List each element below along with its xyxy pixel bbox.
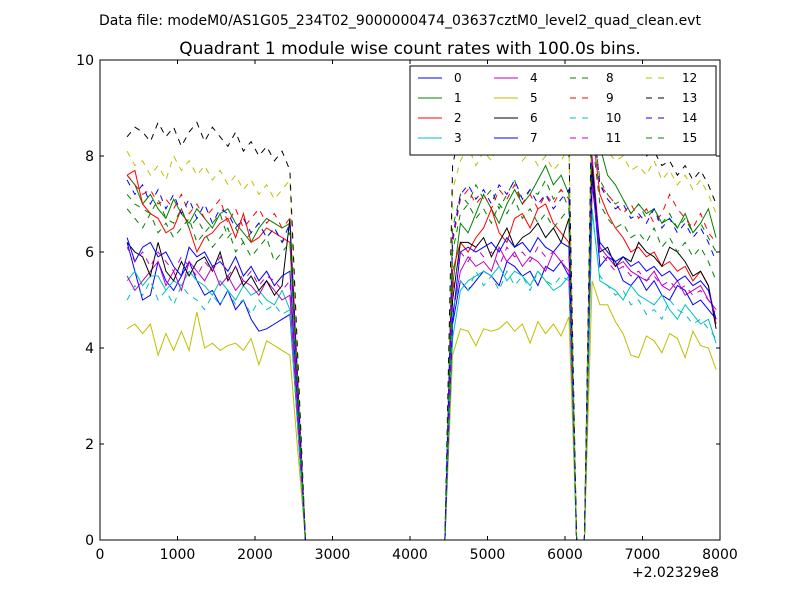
x-offset-label: +2.02329e8 <box>632 565 719 581</box>
x-tick-label: 5000 <box>470 547 506 563</box>
y-tick-label: 2 <box>85 437 94 453</box>
legend-label-5: 5 <box>530 91 538 105</box>
legend-label-6: 6 <box>530 111 538 125</box>
legend-label-14: 14 <box>682 111 697 125</box>
chart-title: Quadrant 1 module wise count rates with … <box>179 39 640 59</box>
legend-frame <box>409 65 717 156</box>
legend-label-2: 2 <box>454 111 462 125</box>
y-tick-label: 8 <box>85 149 94 165</box>
legend-label-10: 10 <box>606 111 621 125</box>
legend-label-11: 11 <box>606 131 621 145</box>
series-line-14 <box>126 112 717 541</box>
legend-label-1: 1 <box>454 91 462 105</box>
legend-label-0: 0 <box>454 71 462 85</box>
x-tick-label: 6000 <box>547 547 583 563</box>
series-line-10 <box>126 213 717 541</box>
legend-label-13: 13 <box>682 91 697 105</box>
legend-label-12: 12 <box>682 71 697 85</box>
legend-label-7: 7 <box>530 131 538 145</box>
x-tick-label: 1000 <box>160 547 196 563</box>
legend-label-4: 4 <box>530 71 538 85</box>
legend-label-9: 9 <box>606 91 614 105</box>
data-file-suptitle: Data file: modeM0/AS1G05_234T02_90000004… <box>99 13 701 29</box>
x-tick-label: 8000 <box>702 547 738 563</box>
x-tick-label: 2000 <box>237 547 273 563</box>
x-tick-label: 4000 <box>392 547 428 563</box>
legend-label-3: 3 <box>454 131 462 145</box>
x-tick-label: 3000 <box>315 547 351 563</box>
series-line-8 <box>126 117 717 541</box>
legend-label-8: 8 <box>606 71 614 85</box>
x-tick-label: 7000 <box>625 547 661 563</box>
y-tick-label: 4 <box>85 341 94 357</box>
x-tick-label: 0 <box>96 547 105 563</box>
y-tick-label: 0 <box>85 533 94 549</box>
legend-label-15: 15 <box>682 131 697 145</box>
y-tick-label: 10 <box>76 53 94 69</box>
x-axis: 0 1000 2000 3000 4000 5000 6000 7000 8000 <box>96 60 738 563</box>
y-tick-label: 6 <box>85 245 94 261</box>
